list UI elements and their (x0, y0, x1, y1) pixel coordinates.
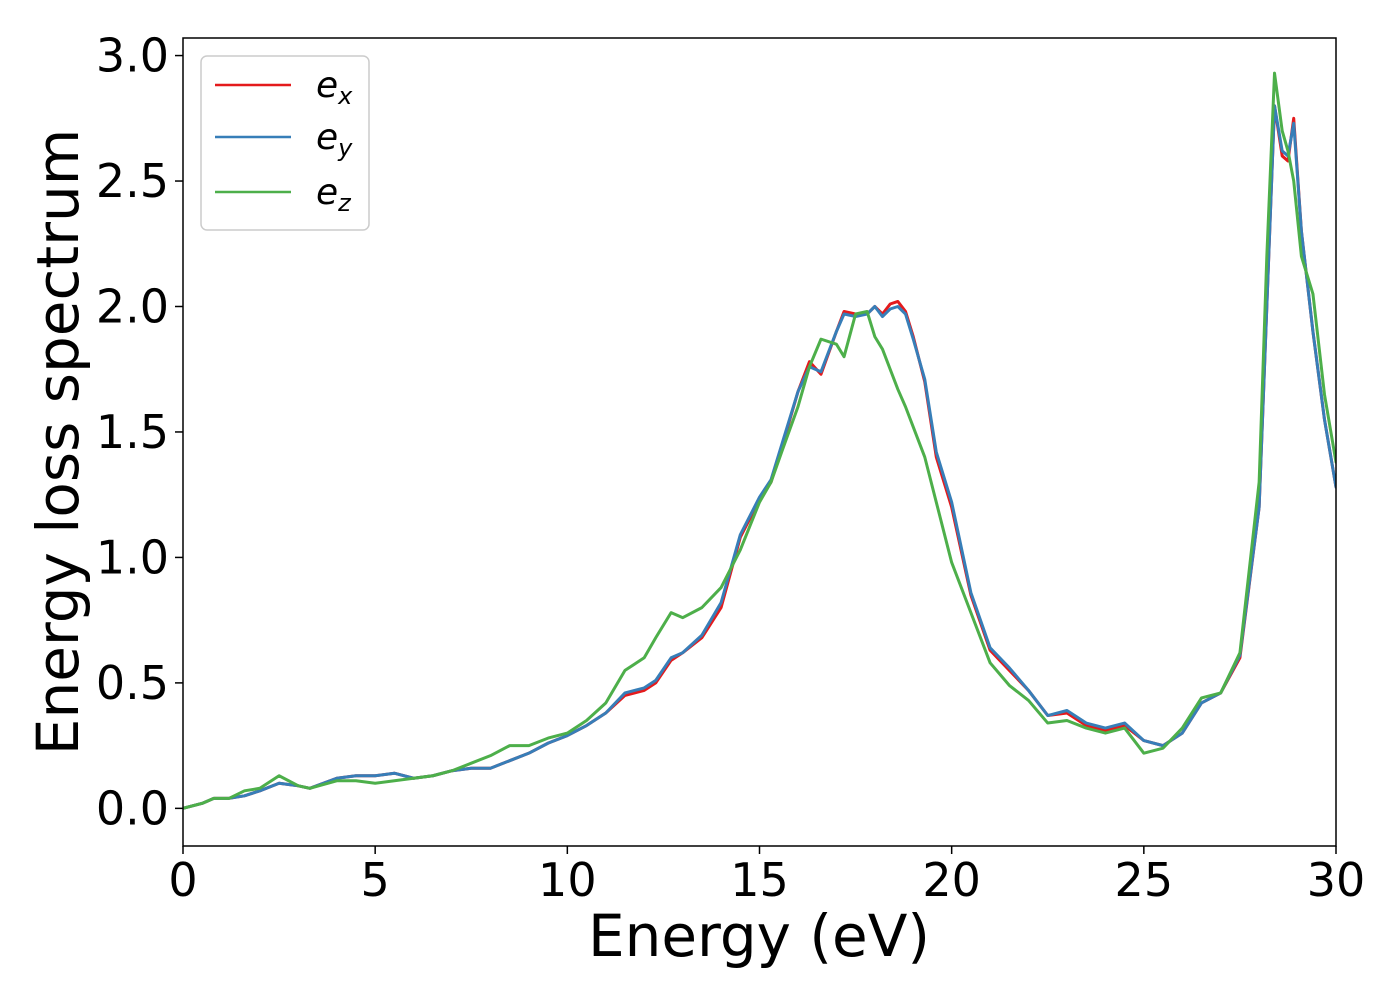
legend-name-ex: e (316, 65, 338, 106)
y-axis: 0.0 0.5 1.0 1.5 2.0 2.5 3.0 (96, 29, 183, 835)
legend-box (200, 55, 370, 231)
y-tick-label: 1.5 (96, 405, 169, 459)
y-tick-label: 1.0 (96, 530, 169, 584)
legend: ex ey ez (200, 55, 370, 231)
x-tick-label: 10 (538, 853, 597, 907)
series-line-ez (183, 71, 1336, 810)
legend-label-ez: ez (316, 172, 352, 217)
legend-sub-ex: x (337, 82, 353, 110)
x-tick-label: 25 (1115, 853, 1174, 907)
series-layer (183, 71, 1336, 810)
y-axis-title: Energy loss spectrum (24, 129, 92, 755)
x-tick-label: 30 (1307, 853, 1366, 907)
legend-label-ex: ex (316, 65, 353, 110)
x-tick-label: 20 (922, 853, 981, 907)
y-tick-label: 0.0 (96, 781, 169, 835)
y-tick-label: 0.5 (96, 656, 169, 710)
legend-label-ey: ey (316, 117, 353, 162)
legend-sub-ez: z (337, 189, 352, 217)
y-tick-label: 3.0 (96, 29, 169, 83)
x-axis: 0 5 10 15 20 25 30 (168, 846, 1365, 907)
series-line-ey (183, 104, 1336, 810)
y-tick-label: 2.5 (96, 154, 169, 208)
legend-name-ey: e (316, 117, 338, 158)
x-tick-label: 5 (361, 853, 390, 907)
x-tick-label: 15 (730, 853, 789, 907)
legend-name-ez: e (316, 172, 338, 213)
legend-sub-ey: y (337, 134, 353, 162)
x-axis-title: Energy (eV) (588, 902, 930, 970)
x-tick-label: 0 (168, 853, 197, 907)
y-tick-label: 2.0 (96, 279, 169, 333)
